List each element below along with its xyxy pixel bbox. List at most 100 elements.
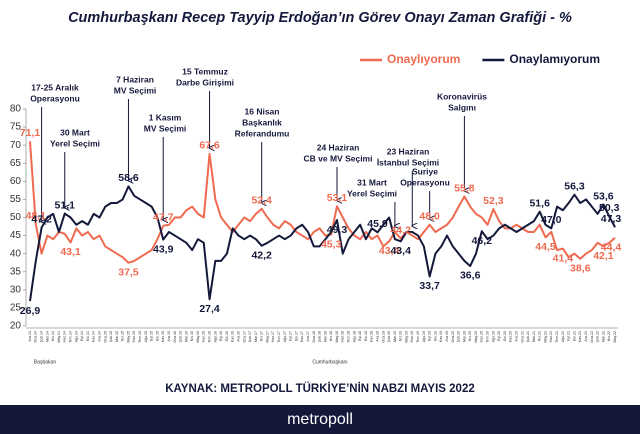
data-label: 38,6 [570, 263, 591, 275]
data-label: 33,7 [419, 280, 440, 292]
annotation: 7 Haziran [116, 74, 154, 84]
data-label: 44,4 [601, 242, 622, 254]
x-tick-label: Oca.22 [590, 331, 594, 343]
x-tick-label: May.17 [265, 331, 269, 343]
annotation: 16 Nisan [245, 106, 280, 116]
x-tick-label: Nis.19 [399, 331, 403, 341]
x-tick-label: Nis.15 [121, 331, 125, 341]
annotation: 30 Mart [60, 127, 90, 137]
y-tick-label: 35 [10, 266, 22, 277]
x-tick-label: Eyl.16 [219, 331, 223, 341]
data-label: 52,3 [483, 195, 504, 207]
x-tick-label: Haz.18 [341, 331, 345, 342]
annotation: Yerel Seçimi [50, 138, 100, 148]
x-tick-label: Kas.17 [300, 331, 304, 342]
x-tick-label: Haz.17 [271, 331, 275, 342]
x-tick-label: Tem.14 [68, 331, 72, 343]
data-label: 53,1 [327, 192, 348, 204]
annotation: Salgını [448, 102, 476, 112]
x-tick-label: Şub.14 [40, 331, 44, 342]
x-tick-label: Ağu.16 [213, 331, 217, 342]
x-tick-label: Eki.19 [433, 331, 437, 341]
data-label: 50,3 [599, 202, 620, 214]
x-tick-label: May.15 [126, 331, 130, 343]
x-tick-label: Ara.17 [306, 331, 310, 342]
data-label: 42,1 [593, 250, 614, 262]
period-label: Başbakan [34, 359, 56, 365]
annotation: MV Seçimi [114, 85, 157, 95]
x-tick-label: Eyl.14 [80, 331, 84, 341]
data-label: 49,3 [327, 224, 348, 236]
x-tick-label: Mar.21 [532, 331, 536, 342]
x-tick-label: Nis.22 [607, 331, 611, 341]
annotation: 24 Haziran [317, 142, 360, 152]
x-tick-label: Oca.19 [381, 331, 385, 343]
x-tick-label: Oca.16 [173, 331, 177, 343]
x-tick-label: Eyl.21 [567, 331, 571, 341]
annotation: 17-25 Aralık [31, 82, 79, 92]
x-tick-label: Tem.16 [208, 331, 212, 343]
annotation: Operasyonu [30, 93, 80, 103]
x-tick-label: Şub.21 [526, 331, 530, 342]
y-tick-label: 50 [10, 212, 22, 223]
x-tick-label: May.22 [613, 331, 617, 343]
x-tick-label: Kas.20 [509, 331, 513, 342]
annotation: Darbe Girişimi [176, 77, 234, 87]
x-tick-label: Haz.21 [549, 331, 553, 342]
x-tick-label: Tem.20 [486, 331, 490, 343]
x-tick-label: Mar.14 [45, 331, 49, 342]
source: KAYNAK: METROPOLL TÜRKİYE’NİN NABZI MAYI… [165, 382, 474, 395]
data-label: 58,6 [118, 172, 139, 184]
x-tick-label: Ara.14 [97, 331, 101, 342]
x-tick-label: Oca.17 [242, 331, 246, 343]
x-tick-label: Mar.17 [254, 331, 258, 342]
legend-label: Onaylamıyorum [509, 52, 600, 66]
data-label: 47,7 [153, 212, 174, 224]
period-label: Cumhurbaşkanı [312, 359, 347, 365]
data-label: 47,3 [601, 213, 622, 225]
x-tick-label: Oca.21 [520, 331, 524, 343]
x-tick-label: Oca.18 [312, 331, 316, 343]
data-label: 47,0 [541, 214, 562, 226]
y-tick-label: 40 [10, 248, 22, 259]
annotation: İstanbul Seçimi [377, 157, 439, 167]
annotation: Yerel Seçimi [347, 188, 397, 198]
x-tick-label: Ağu.21 [561, 331, 565, 342]
x-tick-label: Kas.16 [231, 331, 235, 342]
x-tick-label: Eki.20 [503, 331, 507, 341]
brand: metropoll [287, 411, 353, 428]
data-label: 51,1 [55, 199, 76, 211]
data-label: 42,2 [251, 249, 272, 261]
x-tick-label: Eki.14 [86, 331, 90, 341]
x-tick-label: Şub.16 [179, 331, 183, 342]
x-tick-label: Mar.15 [115, 331, 119, 342]
x-tick-label: Eyl.15 [150, 331, 154, 341]
x-tick-label: Eki.17 [294, 331, 298, 341]
data-label: 41,4 [553, 252, 574, 264]
x-tick-label: Tem.21 [555, 331, 559, 343]
annotation: 31 Mart [357, 177, 387, 187]
data-label: 51,6 [529, 197, 550, 209]
data-label: 48,0 [419, 211, 440, 223]
data-label: 44,5 [535, 241, 556, 253]
x-tick-label: Ağu.19 [422, 331, 426, 342]
x-tick-label: Mar.16 [184, 331, 188, 342]
x-tick-label: Ara.20 [514, 331, 518, 342]
x-tick-label: Kas.14 [92, 331, 96, 342]
annotation: Referandumu [235, 128, 290, 138]
y-tick-label: 30 [10, 284, 22, 295]
x-tick-label: Ara.19 [445, 331, 449, 342]
x-tick-label: Kas.15 [161, 331, 165, 342]
x-tick-label: Ara.21 [584, 331, 588, 342]
x-tick-label: Ağu.14 [74, 331, 78, 342]
data-label: 36,6 [460, 270, 481, 282]
x-tick-label: Şub.19 [387, 331, 391, 342]
y-tick-label: 60 [10, 176, 22, 187]
x-tick-label: Nis.14 [51, 331, 55, 341]
x-tick-label: May.18 [335, 331, 339, 343]
data-label: 52,4 [251, 195, 272, 207]
x-tick-label: Mar.22 [601, 331, 605, 342]
x-tick-label: Nis.20 [468, 331, 472, 341]
data-label: 56,3 [564, 180, 585, 192]
